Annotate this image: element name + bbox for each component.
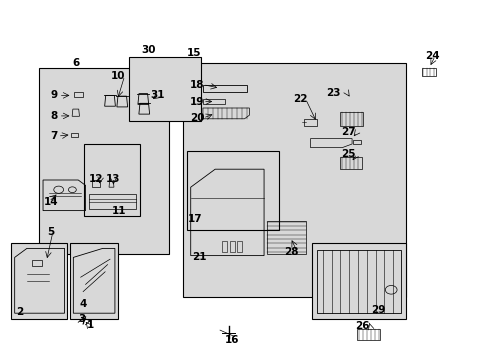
Text: 3: 3	[78, 314, 85, 324]
Text: 21: 21	[192, 252, 206, 262]
Text: 1: 1	[87, 320, 94, 330]
Bar	[203, 85, 246, 92]
Text: 13: 13	[106, 174, 121, 184]
Text: 9: 9	[50, 90, 58, 100]
Text: 20: 20	[189, 113, 204, 123]
Text: 17: 17	[188, 214, 203, 224]
Bar	[186, 151, 278, 230]
Bar	[70, 243, 118, 319]
Text: 6: 6	[72, 58, 80, 68]
Text: 18: 18	[189, 80, 204, 90]
Bar	[339, 157, 361, 169]
Text: 8: 8	[50, 111, 58, 121]
Text: 15: 15	[187, 48, 202, 58]
Text: 29: 29	[370, 305, 384, 315]
Bar	[74, 93, 82, 97]
Text: 11: 11	[111, 206, 126, 216]
Text: 22: 22	[293, 94, 307, 104]
Text: 12: 12	[89, 174, 103, 184]
Text: 31: 31	[150, 90, 165, 100]
Text: 16: 16	[224, 335, 239, 345]
Bar	[352, 140, 361, 144]
Text: 14: 14	[44, 197, 59, 207]
Text: 5: 5	[47, 227, 55, 237]
Text: 28: 28	[284, 247, 299, 257]
Bar	[92, 180, 100, 187]
Bar	[266, 221, 305, 254]
Text: 7: 7	[50, 131, 58, 141]
Bar	[32, 260, 41, 266]
Bar	[339, 112, 363, 126]
Bar	[421, 68, 435, 76]
Text: 30: 30	[141, 45, 155, 55]
Bar	[39, 68, 168, 254]
Bar	[71, 132, 78, 136]
Bar	[356, 329, 380, 340]
Text: 26: 26	[355, 321, 369, 331]
Bar	[237, 241, 242, 252]
Text: 27: 27	[340, 127, 355, 137]
Text: 10: 10	[111, 71, 125, 81]
Bar	[128, 57, 201, 121]
Text: 24: 24	[425, 51, 439, 61]
Bar	[311, 243, 405, 319]
Text: 25: 25	[340, 149, 355, 159]
Text: 19: 19	[189, 96, 203, 107]
Text: 2: 2	[16, 307, 23, 317]
Bar	[84, 144, 140, 216]
Bar	[229, 241, 234, 252]
Bar	[316, 250, 400, 313]
Bar	[222, 241, 227, 252]
Bar	[11, 243, 67, 319]
Bar	[304, 119, 316, 126]
Bar	[183, 63, 405, 297]
Text: 4: 4	[79, 299, 86, 309]
Text: 23: 23	[325, 88, 340, 98]
